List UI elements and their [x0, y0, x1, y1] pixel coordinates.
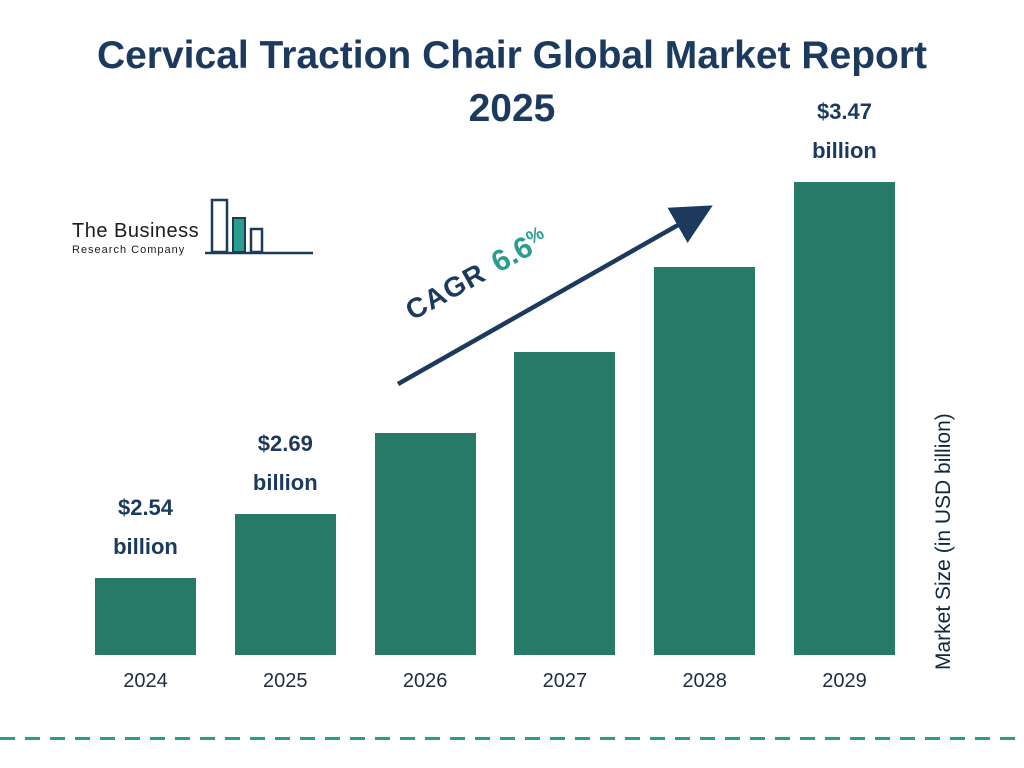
bar-column-2029: $3.47 billion 2029 — [793, 99, 895, 692]
cagr-trend-arrow — [396, 205, 713, 386]
company-logo: The Business Research Company — [72, 196, 315, 258]
bar-value-unit: billion — [252, 469, 318, 495]
bar-column-2028: 2028 — [654, 182, 756, 692]
bar-value-amount: $3.47 — [816, 99, 873, 124]
bar-2027 — [514, 352, 616, 655]
company-logo-text: The Business Research Company — [72, 220, 199, 258]
bar-column-2027: 2027 — [514, 182, 616, 692]
x-axis-tick-2029: 2029 — [822, 670, 867, 692]
bar-column-2026: 2026 — [374, 182, 476, 692]
bar-2029 — [793, 182, 895, 655]
bar-2024 — [95, 578, 196, 655]
bar-2025 — [234, 514, 336, 655]
bar-value-amount: $2.54 — [117, 495, 174, 520]
y-axis-label: Market Size (in USD billion) — [932, 413, 955, 670]
x-axis-tick-2026: 2026 — [402, 670, 448, 692]
logo-name-line2: Research Company — [72, 244, 186, 256]
page-title-line2: 2025 — [468, 86, 556, 130]
bar-value-label-2025: $2.69 billion — [195, 425, 375, 502]
x-axis-tick-2028: 2028 — [682, 670, 727, 692]
bar-column-2024: $2.54 billion 2024 — [95, 182, 196, 692]
bar-2026 — [374, 433, 476, 655]
x-axis-tick-2027: 2027 — [542, 670, 588, 692]
logo-name-line1: The Business — [72, 220, 200, 242]
bar-value-label-2029: $3.47 billion — [754, 93, 934, 170]
x-axis-tick-2024: 2024 — [123, 670, 168, 692]
page-title-line1: Cervical Traction Chair Global Market Re… — [96, 34, 928, 77]
bar-chart-plot-area: $2.54 billion 2024 $2.69 billion 2025 2026 2027… — [95, 99, 895, 692]
bar-value-unit: billion — [113, 533, 178, 559]
bar-value-label-2024: $2.54 billion — [56, 489, 236, 566]
bar-column-2025: $2.69 billion 2025 — [234, 182, 336, 692]
bar-chart-logo-icon — [205, 198, 314, 255]
bottom-dashed-divider — [0, 737, 1024, 740]
page-title: Cervical Traction Chair Global Market Re… — [0, 30, 1024, 135]
bar-value-amount: $2.69 — [257, 431, 313, 456]
bar-value-unit: billion — [812, 137, 877, 163]
x-axis-tick-2025: 2025 — [263, 670, 308, 692]
bar-2028 — [654, 267, 756, 655]
